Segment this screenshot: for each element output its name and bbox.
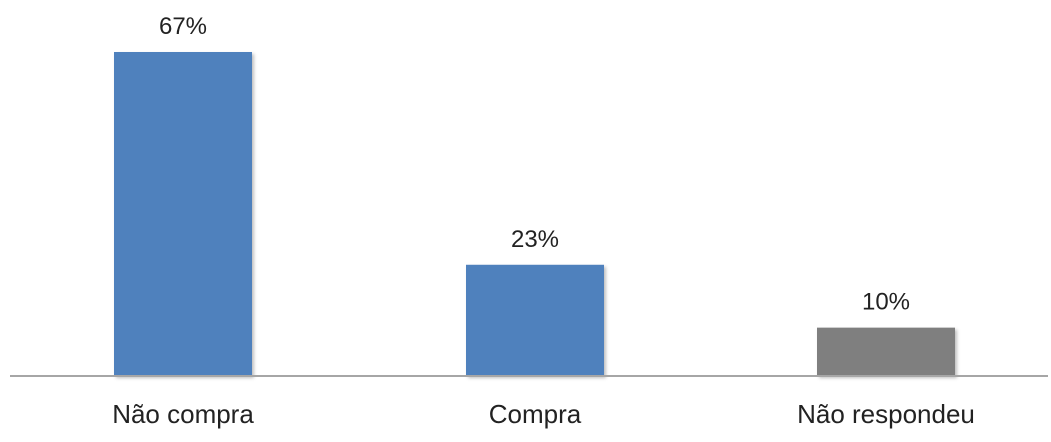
data-label-2: 10% — [862, 289, 910, 316]
bar-0 — [114, 52, 252, 376]
category-label-1: Compra — [489, 399, 582, 429]
bars-layer — [114, 52, 955, 376]
bar-1 — [466, 264, 604, 376]
data-label-1: 23% — [511, 226, 559, 253]
category-label-0: Não compra — [112, 399, 254, 429]
labels-layer: 67% Não compra 23% Compra 10% Não respondeu — [112, 13, 975, 429]
data-label-0: 67% — [159, 13, 207, 40]
bar-2 — [817, 327, 955, 376]
category-label-2: Não respondeu — [797, 399, 975, 429]
